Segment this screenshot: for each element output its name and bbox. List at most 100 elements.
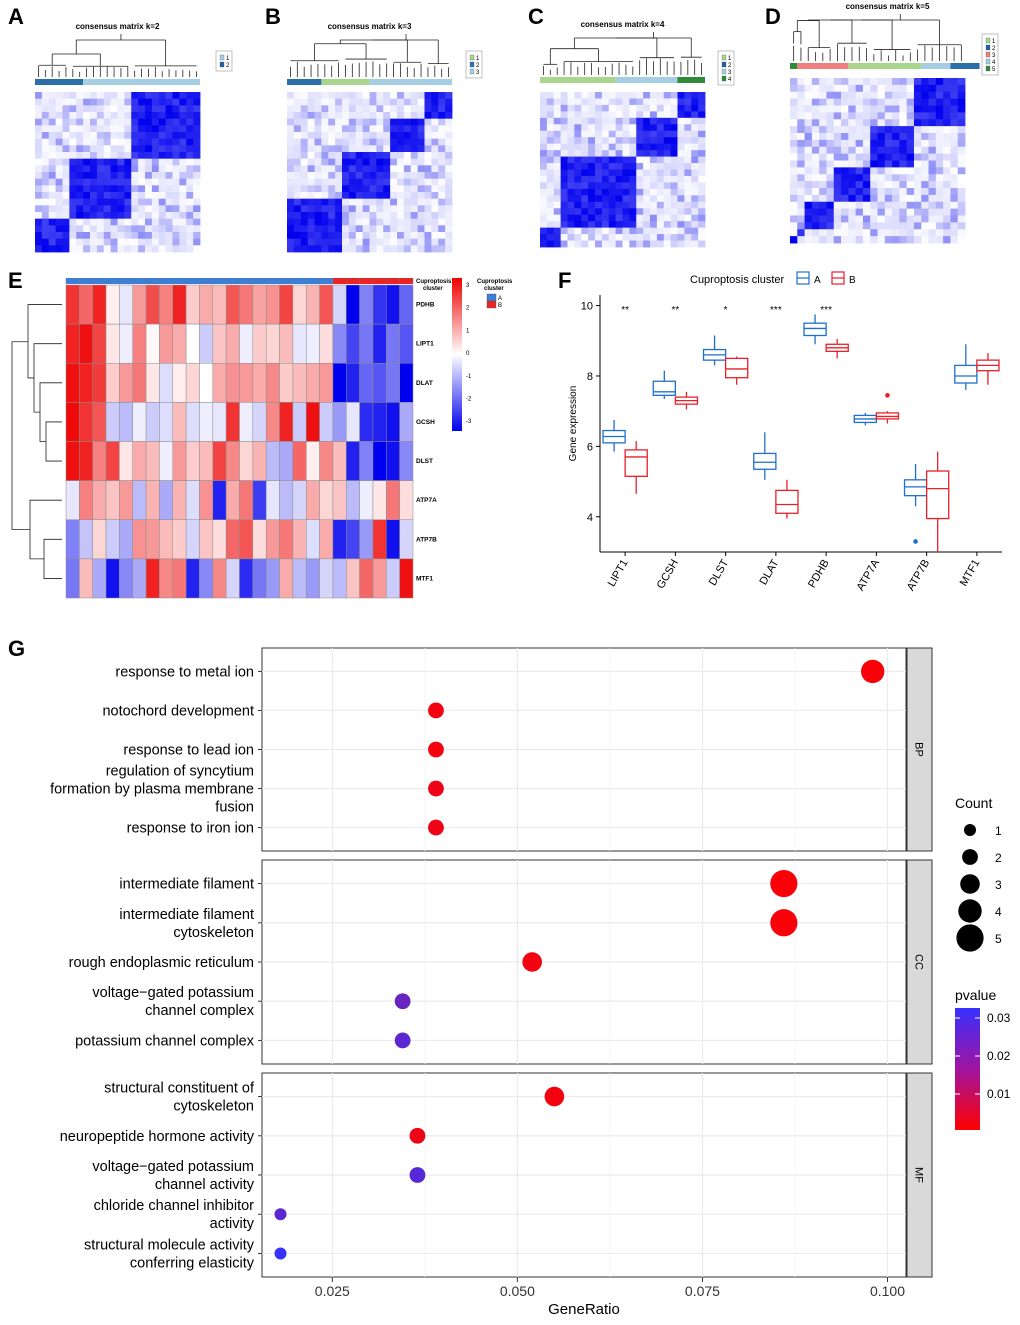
consensus-cell	[656, 188, 665, 196]
consensus-cell	[96, 138, 105, 146]
consensus-cell	[179, 125, 187, 133]
heatmap-cell	[119, 363, 133, 403]
consensus-cell	[445, 192, 453, 200]
consensus-cell	[677, 221, 685, 229]
term-label: regulation of syncytium	[106, 764, 254, 780]
consensus-cell	[362, 178, 370, 186]
consensus-cell	[601, 104, 610, 112]
consensus-cell	[186, 152, 194, 160]
consensus-cell	[826, 215, 835, 223]
heatmap-cell	[265, 323, 280, 364]
consensus-cell	[826, 78, 835, 86]
heatmap-cell	[319, 363, 334, 403]
consensus-cell	[138, 145, 146, 153]
consensus-cell	[403, 138, 412, 146]
heatmap-cell	[212, 284, 227, 325]
consensus-cell	[892, 174, 900, 182]
heatmap-scale-tick: -2	[466, 397, 472, 403]
consensus-cell	[369, 132, 377, 140]
consensus-cell	[362, 205, 370, 213]
consensus-cell	[841, 153, 849, 161]
consensus-cluster-bar	[950, 63, 980, 69]
consensus-cell	[797, 194, 805, 203]
consensus-cell	[300, 92, 309, 100]
panel-label-e: E	[8, 268, 23, 293]
consensus-cell	[293, 138, 302, 146]
consensus-cell	[397, 205, 405, 213]
consensus-cell	[826, 229, 835, 237]
consensus-cell	[921, 222, 929, 230]
consensus-cell	[608, 201, 617, 209]
consensus-legend-box	[215, 50, 233, 72]
consensus-cell	[650, 117, 658, 125]
consensus-cell	[804, 126, 813, 134]
consensus-cell	[307, 212, 315, 220]
consensus-cell	[581, 117, 589, 125]
consensus-title-3: consensus matrix k=4	[581, 20, 665, 29]
consensus-cell	[328, 105, 336, 113]
consensus-cell	[321, 132, 329, 140]
consensus-cell	[615, 163, 623, 170]
consensus-cell	[179, 192, 187, 200]
consensus-cell	[950, 133, 959, 141]
consensus-cell	[355, 232, 364, 240]
consensus-cell	[403, 238, 412, 246]
heatmap-cell	[359, 284, 374, 325]
term-label: channel complex	[145, 1003, 255, 1019]
consensus-cell	[677, 117, 685, 125]
consensus-cell	[560, 163, 568, 170]
consensus-cell	[684, 150, 692, 157]
consensus-cell	[643, 124, 651, 132]
consensus-cell	[300, 152, 309, 160]
consensus-cell	[848, 236, 857, 244]
consensus-cell	[877, 188, 886, 196]
consensus-cell	[684, 201, 692, 209]
boxplot-legend-title: Cuproptosis cluster	[690, 274, 784, 286]
consensus-legend-swatch	[721, 68, 727, 75]
consensus-cell	[899, 139, 908, 148]
consensus-cell	[35, 138, 43, 146]
consensus-cell	[595, 117, 603, 125]
consensus-cell	[165, 105, 173, 113]
consensus-cell	[390, 105, 398, 113]
heatmap-cell	[346, 558, 360, 599]
consensus-cell	[601, 124, 610, 132]
consensus-cell	[348, 92, 357, 100]
consensus-cell	[151, 132, 160, 140]
consensus-cell	[588, 104, 596, 112]
consensus-cell	[601, 175, 610, 183]
consensus-cell	[179, 105, 187, 113]
heatmap-cell	[399, 402, 414, 442]
consensus-cell	[574, 150, 582, 157]
consensus-cell	[811, 208, 820, 216]
heatmap-cell	[212, 519, 227, 560]
consensus-cell	[362, 198, 370, 206]
consensus-cell	[397, 158, 405, 166]
consensus-cell	[595, 143, 603, 151]
consensus-cell	[950, 98, 959, 106]
consensus-cell	[899, 222, 908, 230]
consensus-cell	[913, 139, 922, 148]
consensus-cell	[698, 143, 706, 151]
heatmap-cell	[319, 402, 334, 442]
consensus-cell	[424, 185, 432, 193]
x-tick-label: 0.075	[685, 1283, 720, 1299]
consensus-cell	[151, 245, 160, 253]
consensus-cell	[855, 126, 864, 134]
consensus-cell	[698, 137, 706, 145]
consensus-cell	[943, 208, 951, 216]
consensus-cell	[96, 152, 105, 160]
consensus-cell	[403, 185, 412, 193]
consensus-cell	[540, 182, 548, 190]
consensus-cell	[314, 238, 322, 246]
consensus-cell	[41, 158, 50, 166]
consensus-cell	[348, 145, 357, 153]
consensus-cell	[417, 245, 425, 253]
consensus-cell	[103, 178, 112, 186]
consensus-cell	[103, 112, 112, 120]
consensus-cell	[790, 188, 798, 196]
consensus-cell	[684, 143, 692, 151]
term-label: cytoskeleton	[173, 1099, 254, 1115]
consensus-cell	[417, 212, 425, 220]
consensus-cell	[48, 98, 57, 106]
